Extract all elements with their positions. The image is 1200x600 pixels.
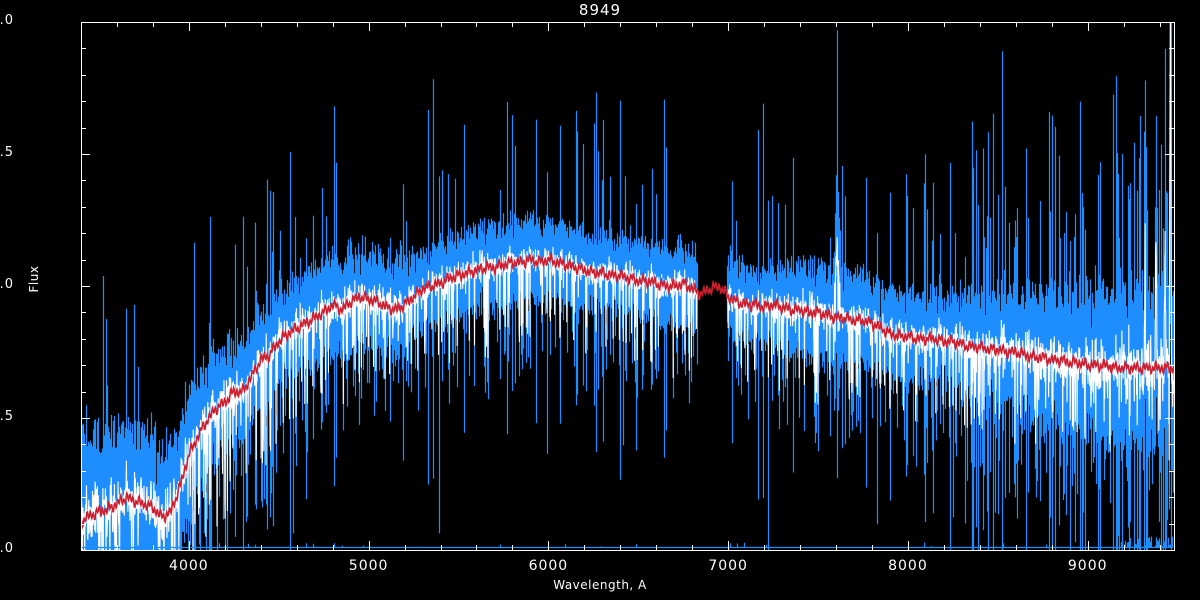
model-fit-line (82, 251, 1174, 530)
x-tick-label: 9000 (1067, 558, 1108, 574)
x-tick-label: 8000 (888, 558, 928, 574)
x-tick-label: 6000 (528, 558, 569, 574)
error-band-bars (82, 22, 1174, 550)
y-tick-label: 1.5 (0, 145, 14, 160)
spectrum-data-layer (82, 22, 1174, 550)
x-axis-label: Wavelength, A (553, 578, 647, 592)
y-tick-label: 0.0 (0, 541, 14, 556)
page-title: 8949 (578, 1, 622, 19)
x-tick-label: 7000 (708, 558, 748, 574)
x-tick-label: 4000 (169, 558, 209, 574)
y-tick-label: 1.0 (0, 277, 14, 292)
baseline-spikes (96, 536, 1174, 548)
x-tick-label: 5000 (348, 558, 389, 574)
y-tick-label: 2.0 (0, 13, 14, 28)
y-tick-label: 0.5 (0, 409, 14, 424)
